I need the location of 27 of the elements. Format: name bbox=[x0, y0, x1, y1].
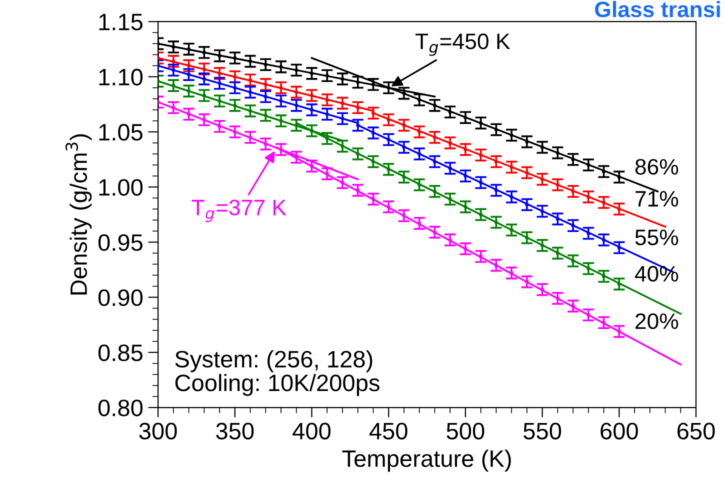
x-tick-label: 550 bbox=[524, 422, 562, 440]
x-tick-label: 350 bbox=[216, 422, 254, 440]
annotation: T$_{g}$=377 K bbox=[192, 200, 286, 222]
chart-title: Glass transi bbox=[595, 0, 720, 18]
y-tick-label: 1.05 bbox=[99, 124, 142, 141]
series-label: 40% bbox=[634, 266, 678, 282]
annotation: T$_{g}$=450 K bbox=[415, 33, 510, 56]
x-tick-label: 300 bbox=[139, 422, 177, 440]
x-tick-label: 500 bbox=[446, 422, 484, 440]
x-tick-label: 400 bbox=[292, 422, 331, 440]
y-tick-label: 1.00 bbox=[99, 179, 143, 196]
x-tick-label: 450 bbox=[369, 422, 408, 440]
y-tick-label: 0.95 bbox=[98, 234, 142, 251]
y-tick-label: 1.10 bbox=[99, 68, 143, 86]
x-tick-label: 650 bbox=[678, 422, 715, 440]
x-axis-title: Temperature (K) bbox=[342, 450, 511, 472]
series-label: 71% bbox=[636, 191, 678, 207]
y-tick-label: 1.15 bbox=[99, 14, 142, 30]
y-axis-title: Density (g/cm$^{3}$) bbox=[66, 134, 92, 294]
y-tick-label: 0.85 bbox=[98, 344, 142, 362]
annotation: System: (256, 128) Cooling: 10K/200ps bbox=[175, 350, 380, 396]
y-tick-label: 0.80 bbox=[98, 400, 143, 416]
series-label: 86% bbox=[635, 158, 678, 175]
series-label: 20% bbox=[636, 313, 678, 330]
y-tick-label: 0.90 bbox=[98, 289, 143, 306]
series-label: 55% bbox=[635, 230, 678, 246]
x-tick-label: 600 bbox=[600, 422, 638, 440]
